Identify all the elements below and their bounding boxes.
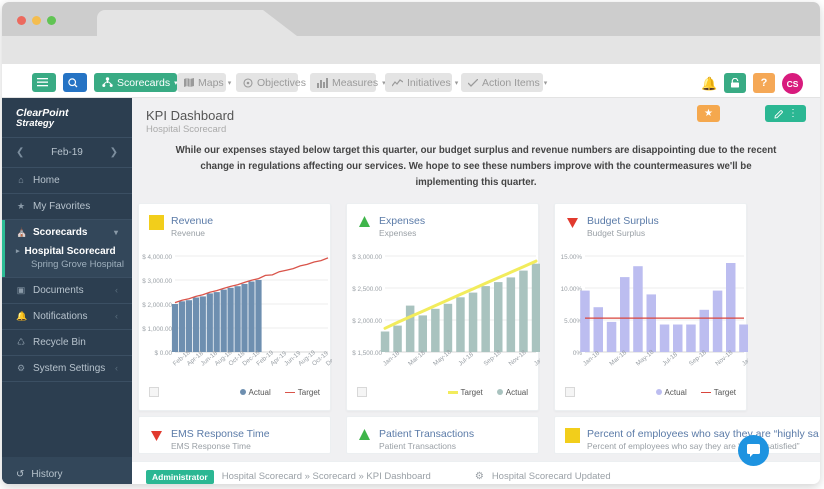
svg-text:$ 2,000.00: $ 2,000.00 (142, 302, 172, 309)
svg-text:Jul-18: Jul-18 (661, 350, 679, 367)
svg-text:$ 3,000.00: $ 3,000.00 (142, 278, 172, 285)
svg-text:$ 4,000.00: $ 4,000.00 (142, 254, 172, 261)
svg-text:$ 1,500.00: $ 1,500.00 (352, 350, 382, 357)
svg-text:5.00%: 5.00% (564, 318, 582, 325)
svg-text:$ 0.00: $ 0.00 (154, 350, 172, 357)
svg-text:$ 2,000.00: $ 2,000.00 (352, 318, 382, 325)
svg-text:$ 2,500.00: $ 2,500.00 (352, 286, 382, 293)
svg-text:Jul-18: Jul-18 (457, 350, 475, 367)
svg-text:$ 3,000.00: $ 3,000.00 (352, 254, 382, 261)
svg-text:$ 1,000.00: $ 1,000.00 (142, 326, 172, 333)
svg-text:15.00%: 15.00% (561, 254, 583, 261)
svg-text:10.00%: 10.00% (561, 286, 583, 293)
